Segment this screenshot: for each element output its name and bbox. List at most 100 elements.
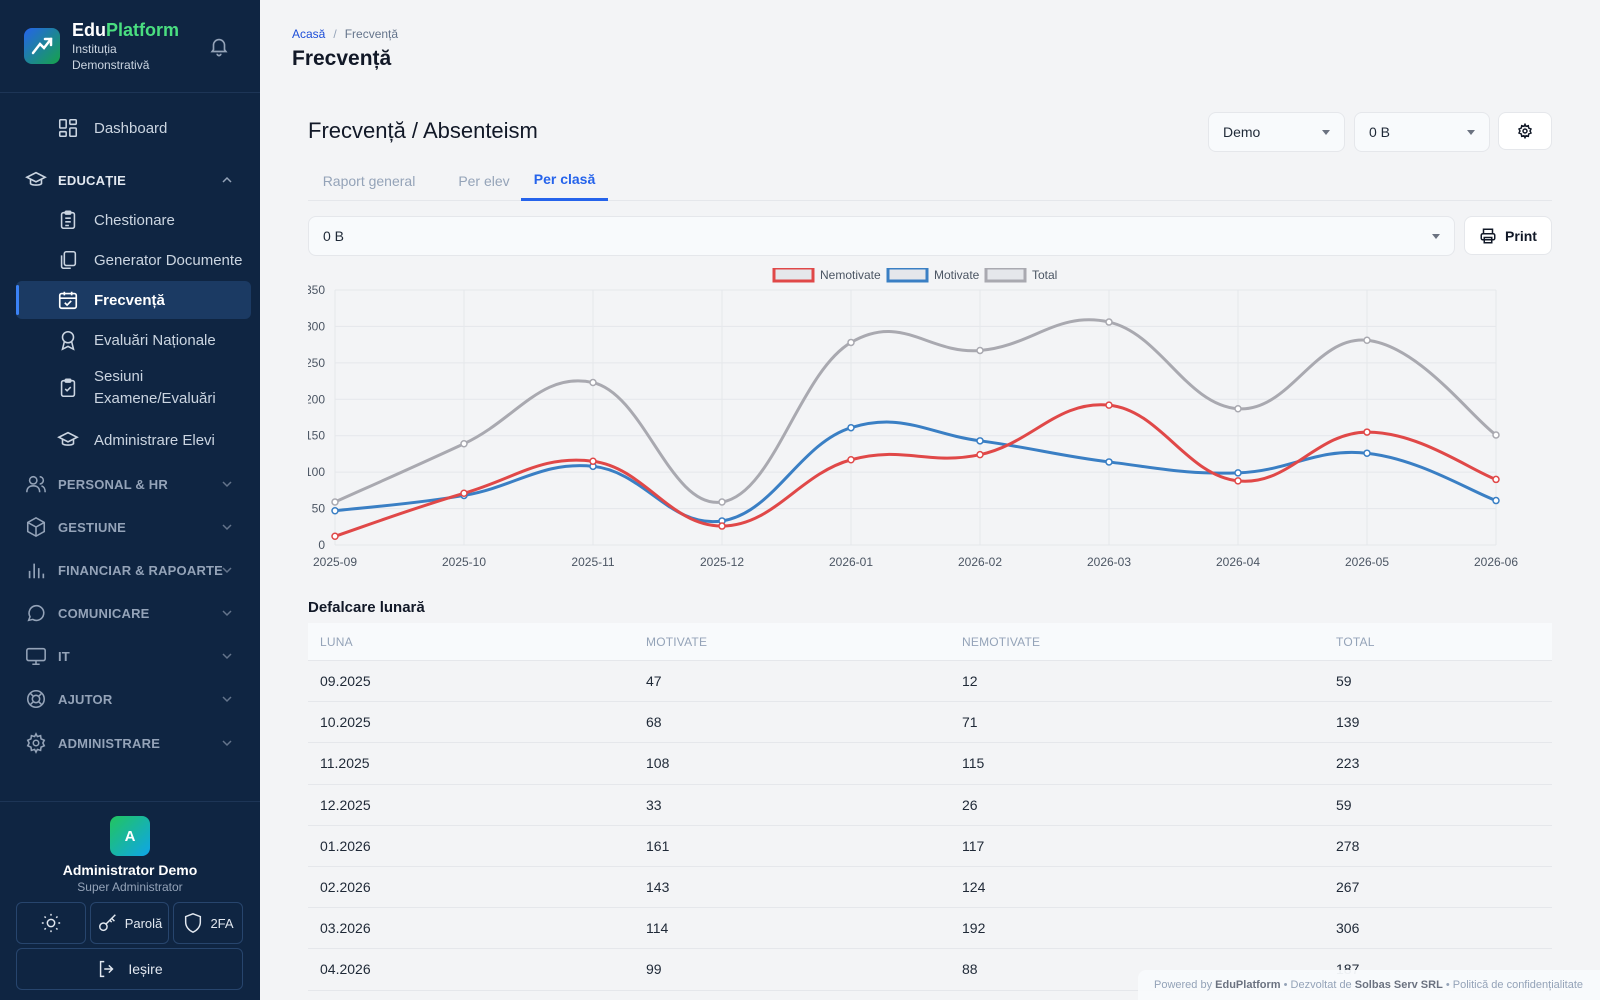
caret-down-icon [1322,130,1330,135]
section-label: AJUTOR [58,691,113,707]
x-tick-label: 2025-09 [313,555,357,569]
breakdown-table: LUNA MOTIVATE NEMOTIVATE TOTAL 09.2025 47… [308,623,1552,991]
data-point-total [1492,431,1500,439]
x-tick-label: 2026-05 [1345,555,1389,569]
cell-nemotivate: 115 [962,755,985,772]
column-header-motivate[interactable]: MOTIVATE [646,634,708,649]
cell-nemotivate: 71 [962,714,978,731]
avatar[interactable]: A [110,816,150,856]
sidebar-section-comunicare[interactable]: COMUNICARE [24,598,234,628]
data-point-nemotivate [1105,401,1113,409]
twofa-button[interactable]: 2FA [173,902,243,944]
user-panel: A Administrator Demo Super Administrator… [0,801,260,1000]
x-tick-label: 2026-06 [1474,555,1518,569]
chevron-down-icon [222,696,232,703]
footer-privacy-link[interactable]: • Politică de confidențialitate [1445,979,1584,991]
breadcrumb-home-link[interactable]: Acasă [292,27,326,41]
sidebar-section-educatie[interactable]: EDUCAȚIE [24,165,234,195]
sidebar-item-generator-documente[interactable]: Generator Documente [16,241,251,279]
bar-chart-icon [24,558,48,582]
key-icon [98,914,116,932]
section-label: EDUCAȚIE [58,172,127,188]
section-label: IT [58,648,70,664]
school-select[interactable]: Demo [1208,112,1345,152]
data-point-motivate [1363,449,1371,457]
data-point-nemotivate [1492,475,1500,484]
cell-total: 59 [1336,673,1352,690]
sidebar-item-frecventa[interactable]: Frecvență [16,281,251,319]
cell-total: 223 [1336,755,1360,772]
brand-logo-icon[interactable] [24,28,60,64]
class-select-value: 0 B [1369,124,1391,140]
tab-raport-general[interactable]: Raport general [322,172,416,189]
class-filter-select[interactable]: 0 B [308,216,1455,256]
tab-per-clasa[interactable]: Per clasă [521,160,608,201]
sidebar-section-financiar-rapoarte[interactable]: FINANCIAR & RAPOARTE [24,555,234,585]
sidebar-item-dashboard[interactable]: Dashboard [16,109,251,147]
cell-motivate: 47 [646,673,662,690]
chevron-down-icon [222,740,232,747]
y-tick-label: 0 [318,538,325,552]
page-footer: Powered by EduPlatform • Dezvoltat de So… [1138,970,1600,1000]
sidebar-item-sesiuni-examene[interactable]: Sesiuni Examene/Evaluări [16,365,251,411]
cell-motivate: 33 [646,796,662,813]
documents-icon [56,248,80,272]
chevron-down-icon [222,610,232,617]
sidebar-section-it[interactable]: IT [24,641,234,671]
sidebar-section-personal-hr[interactable]: PERSONAL & HR [24,469,234,499]
cell-total: 267 [1336,879,1360,896]
logout-icon [100,960,114,978]
data-point-motivate [1492,496,1500,505]
footer-platform-link[interactable]: EduPlatform [1215,979,1281,991]
column-header-total[interactable]: TOTAL [1336,634,1375,649]
footer-developed-by: • Dezvoltat de [1283,979,1352,991]
data-point-nemotivate [1234,477,1242,485]
school-select-value: Demo [1223,124,1261,140]
column-header-nemotivate[interactable]: NEMOTIVATE [962,634,1041,649]
chevron-down-icon [222,567,232,574]
sidebar-section-ajutor[interactable]: AJUTOR [24,684,234,714]
clipboard-check-icon [56,376,80,400]
data-point-total [976,346,984,355]
sidebar-item-evaluari-nationale[interactable]: Evaluări Naționale [16,321,251,359]
print-button[interactable]: Print [1464,216,1552,255]
dashboard-grid-icon [56,116,80,140]
twofa-label: 2FA [210,915,234,931]
column-header-luna[interactable]: LUNA [320,634,353,649]
legend-swatch-total [984,268,1027,283]
sidebar-section-gestiune[interactable]: GESTIUNE [24,512,234,542]
sidebar-item-chestionare[interactable]: Chestionare [16,201,251,239]
password-button[interactable]: Parolă [90,902,169,944]
footer-powered-by: Powered by [1154,979,1213,991]
data-point-total [460,439,468,448]
brand-name: EduPlatform [72,19,180,40]
class-select[interactable]: 0 B [1354,112,1490,152]
legend-label-nemotivate: Nemotivate [820,268,881,282]
tab-per-elev[interactable]: Per elev [458,172,510,189]
section-label: PERSONAL & HR [58,476,168,492]
bell-icon[interactable] [208,35,230,57]
table-row: 01.2026 161 117 278 [308,826,1552,867]
table-row: 11.2025 108 115 223 [308,743,1552,785]
logout-button[interactable]: Ieșire [16,948,243,990]
x-tick-label: 2026-03 [1087,555,1131,569]
legend-label-total: Total [1032,268,1057,282]
theme-toggle-button[interactable] [16,902,86,944]
breadcrumb: Acasă / Frecvență [292,27,399,41]
settings-button[interactable] [1498,112,1552,150]
sidebar-item-administrare-elevi[interactable]: Administrare Elevi [16,421,251,459]
chevron-down-icon [222,481,232,488]
attendance-line-chart: 0 50 100 150 200 250 300 350 2025-09 2025-10 2025-… [308,268,1518,569]
data-point-total [847,338,855,347]
footer-company-link[interactable]: Solbas Serv SRL [1354,979,1443,991]
cell-nemotivate: 117 [962,837,985,854]
data-point-motivate [976,437,984,445]
sidebar-section-administrare[interactable]: ADMINISTRARE [24,728,234,758]
cell-luna: 12.2025 [320,796,371,813]
user-name: Administrator Demo [62,862,198,878]
cell-luna: 02.2026 [320,879,371,896]
data-point-total [331,498,339,506]
calendar-check-icon [56,288,80,312]
lifebuoy-icon [24,687,48,711]
y-tick-label: 50 [312,502,326,516]
